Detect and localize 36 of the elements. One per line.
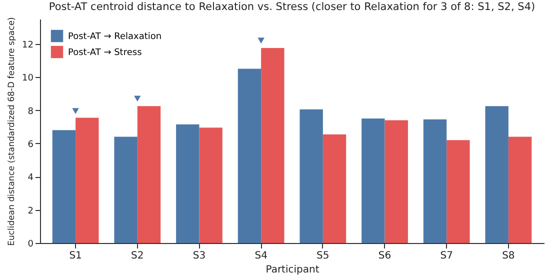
bar: [300, 109, 323, 243]
bar: [485, 106, 508, 243]
y-tick-label: 10: [22, 74, 34, 84]
bar: [423, 119, 447, 243]
bar: [384, 120, 408, 243]
y-tick-label: 6: [28, 140, 34, 150]
y-tick-label: 8: [28, 106, 34, 117]
bar: [508, 136, 532, 243]
bar: [137, 106, 161, 243]
bar: [261, 48, 284, 243]
y-axis-title: Euclidean distance (standardized 68-D feature space): [7, 17, 18, 246]
y-tick-label: 2: [28, 206, 34, 216]
x-tick-label: S6: [378, 250, 392, 262]
bar: [446, 140, 470, 243]
x-tick-label: S7: [440, 250, 453, 262]
y-tick-label: 4: [28, 173, 34, 184]
bar: [176, 124, 200, 243]
bar: [52, 130, 76, 243]
x-tick-label: S1: [69, 250, 82, 262]
bar: [238, 68, 262, 243]
bar: [114, 136, 138, 243]
legend-label: Post-AT → Relaxation: [68, 32, 162, 42]
y-tick-label: 0: [28, 240, 34, 250]
legend-label: Post-AT → Stress: [68, 48, 142, 58]
chart-title: Post-AT centroid distance to Relaxation vs. Stress (closer to Relaxation for 3 of 8: S1, S2, S4): [48, 1, 536, 14]
x-axis-title: Participant: [266, 264, 320, 276]
bar: [199, 128, 222, 243]
bar: [322, 134, 346, 243]
x-tick-label: S5: [316, 250, 330, 262]
bar: [362, 118, 385, 243]
x-tick-label: S2: [131, 250, 144, 262]
x-tick-label: S8: [502, 250, 515, 262]
x-tick-label: S4: [254, 250, 268, 262]
x-tick-label: S3: [192, 250, 206, 262]
bar: [76, 118, 99, 243]
y-tick-label: 12: [22, 40, 34, 50]
